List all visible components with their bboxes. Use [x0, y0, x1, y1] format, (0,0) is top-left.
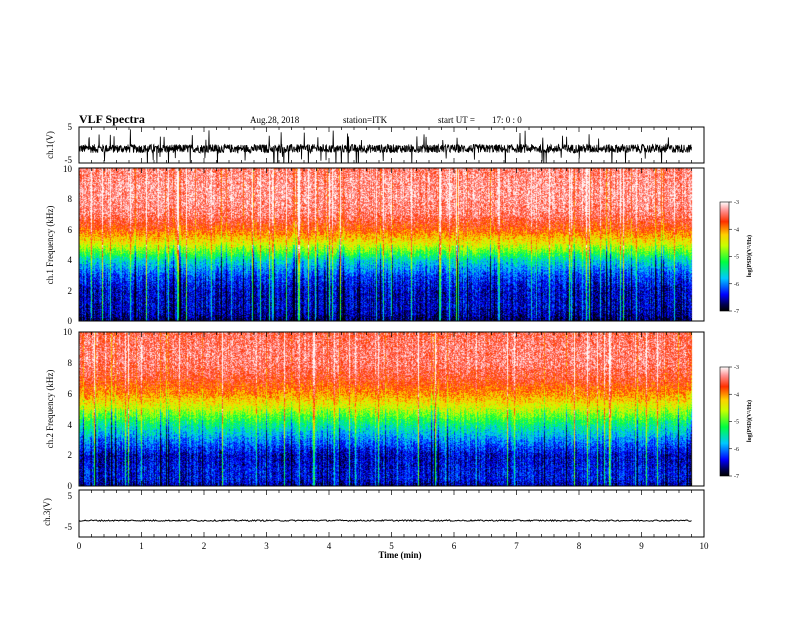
colorbar-1-label: log(PSD)(V²/Hz) [746, 235, 753, 277]
x-tick-label-9: 9 [639, 541, 644, 551]
colorbar-2-ticks: -3 -4 -5 -6 -7 [729, 365, 739, 480]
ch2-spectrogram-ticks [78, 332, 705, 486]
start-ut-value: 17: 0 : 0 [492, 115, 522, 125]
x-tick-label-4: 4 [327, 541, 332, 551]
colorbar-2-label: log(PSD)(V²/Hz) [746, 400, 753, 442]
ch2-freq-ylabel: ch.2 Frequency (kHz) [45, 370, 55, 449]
ch1-ylabel: ch.1(V) [45, 131, 55, 159]
colorbar-1-gradient [719, 201, 730, 312]
ch2-freq-tick-6: 6 [68, 389, 73, 399]
x-tick-label-10: 10 [700, 541, 710, 551]
ch3-ylabel: ch.3(V) [42, 498, 52, 526]
x-tick-label-7: 7 [514, 541, 519, 551]
ch1-spectrogram-ticks [78, 168, 705, 321]
start-ut-label: start UT = [438, 115, 475, 125]
figure-title: VLF Spectra [79, 112, 145, 126]
colorbar-2-gradient [719, 366, 730, 477]
ch2-freq-tick-0: 0 [68, 481, 73, 491]
cb2-ticks-label-0: -3 [734, 365, 739, 371]
x-tick-label-0: 0 [77, 541, 82, 551]
ch2-spectrogram-image [79, 332, 704, 486]
ch3-ytick-top: 5 [68, 491, 73, 501]
x-tick-label-8: 8 [577, 541, 582, 551]
ch2-freq-tick-4: 4 [68, 420, 73, 430]
ch2-freq-tick-2: 2 [68, 450, 73, 460]
date-label: Aug.28, 2018 [250, 115, 300, 125]
colorbar-1-ticks: -3 -4 -5 -6 -7 [729, 200, 739, 315]
x-axis-tick-labels: 0 1 2 3 4 5 6 7 8 9 10 [77, 541, 709, 551]
cb1-ticks-label-4: -7 [734, 309, 739, 315]
x-tick-label-1: 1 [139, 541, 144, 551]
ch3-waveform-line [79, 519, 692, 522]
ch3-waveform-panel: 5 -5 ch.3(V) [42, 489, 705, 538]
ch1-freq-tick-4: 4 [68, 255, 73, 265]
ch1-freq-ylabel: ch.1 Frequency (kHz) [45, 206, 55, 285]
ch1-waveform-ticks [78, 127, 705, 163]
ch1-freq-tick-0: 0 [68, 316, 73, 326]
ch3-waveform-ticks [78, 490, 705, 537]
ch1-freq-tick-6: 6 [68, 225, 73, 235]
station-label: station=ITK [343, 115, 388, 125]
ch2-spectrogram-panel: 0 2 4 6 8 10 ch.2 Frequency (kHz) [45, 327, 705, 491]
x-tick-label-5: 5 [389, 541, 394, 551]
ch1-waveform-line [79, 129, 692, 163]
x-tick-label-3: 3 [264, 541, 269, 551]
ch1-freq-tick-10: 10 [63, 164, 73, 174]
cb2-ticks-label-2: -5 [734, 420, 739, 426]
ch1-freq-tick-2: 2 [68, 286, 73, 296]
ch2-freq-tick-10: 10 [63, 327, 73, 337]
cb1-ticks-label-3: -6 [734, 282, 739, 288]
cb1-ticks-label-2: -5 [734, 255, 739, 261]
ch2-freq-tick-8: 8 [68, 358, 73, 368]
cb2-ticks-label-1: -4 [734, 392, 739, 398]
cb2-ticks-label-3: -6 [734, 447, 739, 453]
ch1-spectrogram-image [79, 168, 704, 321]
ch1-ytick-bottom: -5 [65, 155, 73, 165]
colorbar-1: -3 -4 -5 -6 -7 log(PSD)(V²/Hz) [719, 200, 753, 315]
colorbar-2: -3 -4 -5 -6 -7 log(PSD)(V²/Hz) [719, 365, 753, 480]
ch1-ytick-top: 5 [68, 122, 73, 132]
cb1-ticks-label-1: -4 [734, 227, 739, 233]
cb1-ticks-label-0: -3 [734, 200, 739, 206]
x-axis-label: Time (min) [378, 550, 421, 560]
ch1-freq-tick-8: 8 [68, 194, 73, 204]
ch1-waveform-frame [78, 126, 705, 164]
ch1-waveform-panel: 5 -5 ch.1(V) [45, 122, 705, 165]
x-tick-label-2: 2 [202, 541, 207, 551]
ch3-ytick-bottom: -5 [65, 522, 73, 532]
ch3-waveform-frame [78, 489, 705, 538]
cb2-ticks-label-4: -7 [734, 474, 739, 480]
ch1-spectrogram-panel: 0 2 4 6 8 10 ch.1 Frequency (kHz) [45, 164, 705, 326]
x-tick-label-6: 6 [452, 541, 457, 551]
